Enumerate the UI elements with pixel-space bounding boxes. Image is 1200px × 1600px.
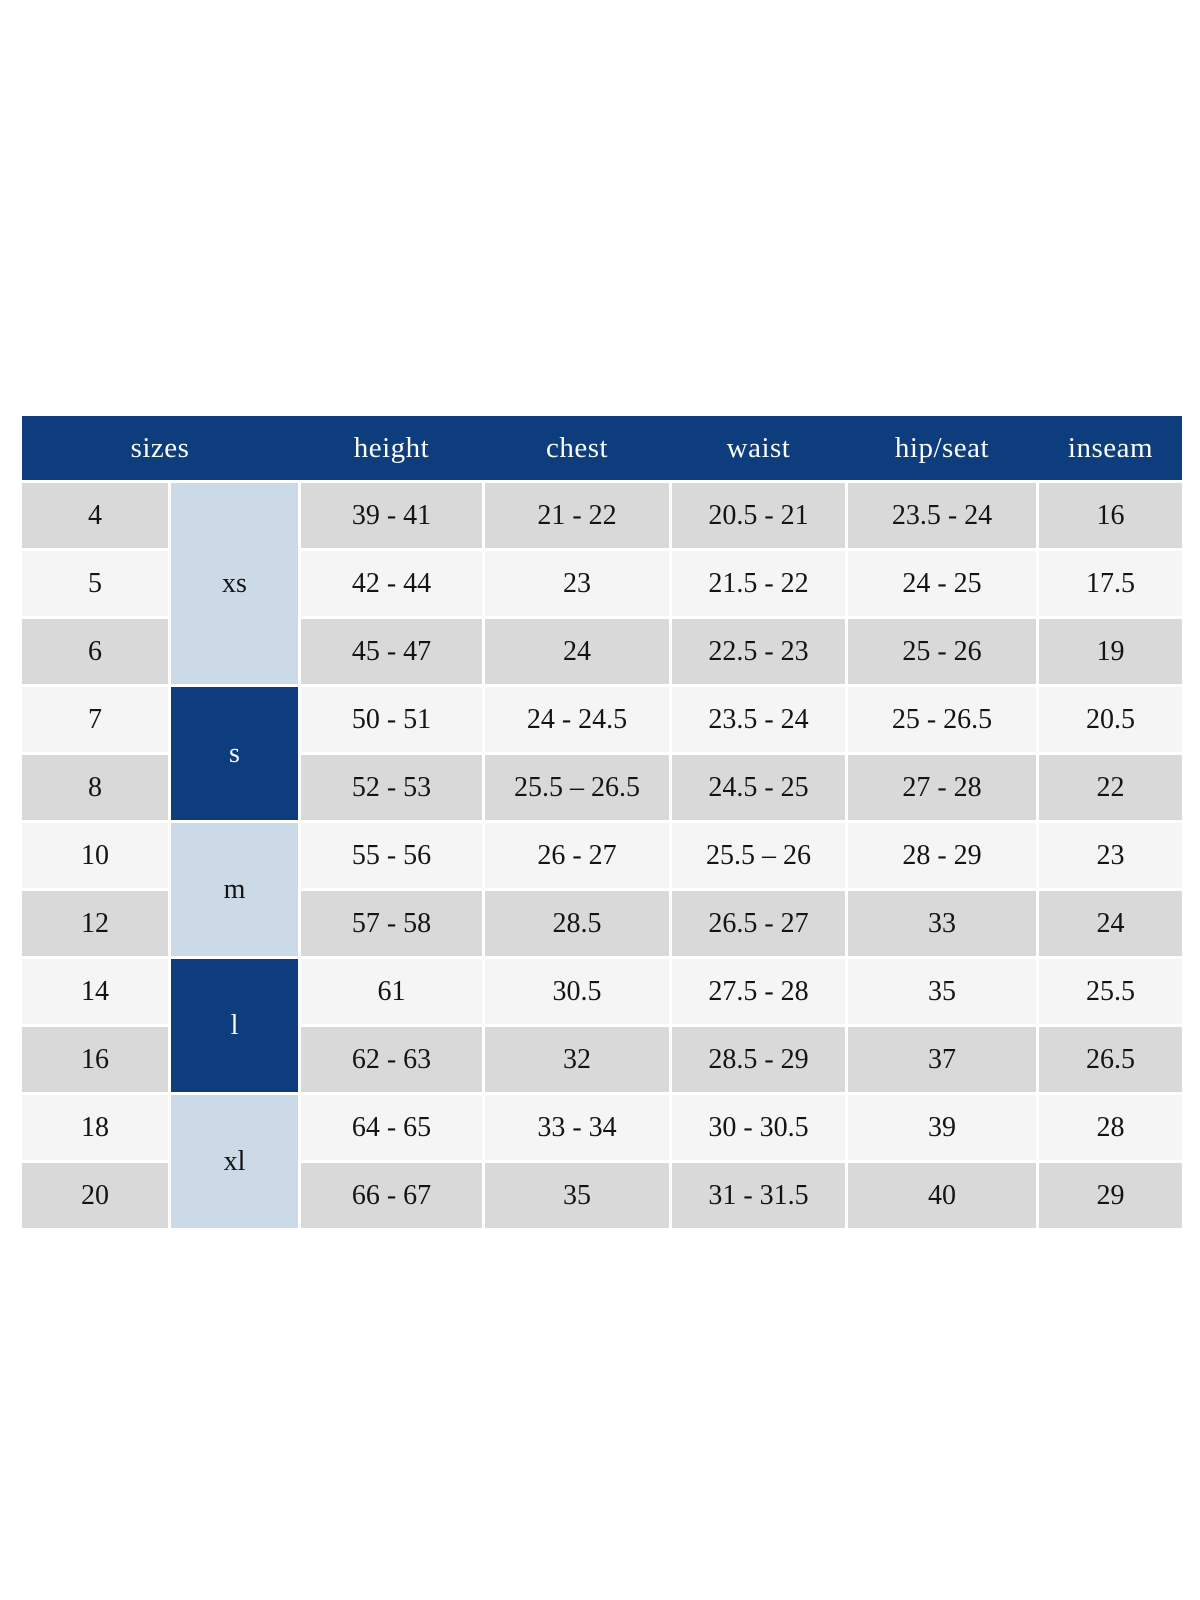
size-number-cell: 10 — [22, 823, 168, 888]
size-number-cell: 6 — [22, 619, 168, 684]
size-number-cell: 8 — [22, 755, 168, 820]
hip-seat-value-cell: 37 — [848, 1027, 1036, 1092]
hip-seat-value-cell: 40 — [848, 1163, 1036, 1228]
size-number-cell: 4 — [22, 483, 168, 548]
height-value-cell: 39 - 41 — [301, 483, 482, 548]
table-body: xs s m l xl 4 39 - 41 21 - 22 20.5 - 21 23.5 - 24… — [22, 483, 1182, 1228]
size-chart-table: sizes height chest waist hip/seat inseam xs s m… — [22, 416, 1182, 1228]
size-number-cell: 16 — [22, 1027, 168, 1092]
size-number-cell: 5 — [22, 551, 168, 616]
waist-value-cell: 22.5 - 23 — [672, 619, 845, 684]
column-header-hip-seat: hip/seat — [894, 431, 990, 464]
height-value-cell: 52 - 53 — [301, 755, 482, 820]
inseam-value-cell: 26.5 — [1039, 1027, 1182, 1092]
waist-value-cell: 31 - 31.5 — [672, 1163, 845, 1228]
waist-value-cell: 20.5 - 21 — [672, 483, 845, 548]
size-group-m: m — [171, 823, 298, 956]
hip-seat-value-cell: 27 - 28 — [848, 755, 1036, 820]
column-header-sizes: sizes — [130, 431, 190, 464]
table-header-row: sizes height chest waist hip/seat inseam — [22, 416, 1182, 480]
column-header-height: height — [353, 431, 430, 464]
waist-value-cell: 28.5 - 29 — [672, 1027, 845, 1092]
size-group-xs: xs — [171, 483, 298, 684]
chest-value-cell: 26 - 27 — [485, 823, 669, 888]
inseam-value-cell: 22 — [1039, 755, 1182, 820]
inseam-value-cell: 29 — [1039, 1163, 1182, 1228]
inseam-value-cell: 17.5 — [1039, 551, 1182, 616]
chest-value-cell: 32 — [485, 1027, 669, 1092]
size-number-cell: 7 — [22, 687, 168, 752]
column-header-waist: waist — [726, 431, 791, 464]
inseam-value-cell: 19 — [1039, 619, 1182, 684]
chest-value-cell: 21 - 22 — [485, 483, 669, 548]
hip-seat-value-cell: 33 — [848, 891, 1036, 956]
inseam-value-cell: 24 — [1039, 891, 1182, 956]
hip-seat-value-cell: 35 — [848, 959, 1036, 1024]
hip-seat-value-cell: 39 — [848, 1095, 1036, 1160]
chest-value-cell: 35 — [485, 1163, 669, 1228]
hip-seat-value-cell: 23.5 - 24 — [848, 483, 1036, 548]
size-number-cell: 14 — [22, 959, 168, 1024]
height-value-cell: 50 - 51 — [301, 687, 482, 752]
chest-value-cell: 24 — [485, 619, 669, 684]
chest-value-cell: 28.5 — [485, 891, 669, 956]
height-value-cell: 64 - 65 — [301, 1095, 482, 1160]
height-value-cell: 55 - 56 — [301, 823, 482, 888]
column-header-chest: chest — [545, 431, 609, 464]
column-header-inseam: inseam — [1067, 431, 1154, 464]
size-group-xl: xl — [171, 1095, 298, 1228]
chest-value-cell: 24 - 24.5 — [485, 687, 669, 752]
chest-value-cell: 33 - 34 — [485, 1095, 669, 1160]
hip-seat-value-cell: 28 - 29 — [848, 823, 1036, 888]
hip-seat-value-cell: 25 - 26.5 — [848, 687, 1036, 752]
height-value-cell: 66 - 67 — [301, 1163, 482, 1228]
chest-value-cell: 30.5 — [485, 959, 669, 1024]
inseam-value-cell: 20.5 — [1039, 687, 1182, 752]
height-value-cell: 62 - 63 — [301, 1027, 482, 1092]
size-group-s: s — [171, 687, 298, 820]
hip-seat-value-cell: 25 - 26 — [848, 619, 1036, 684]
chest-value-cell: 25.5 – 26.5 — [485, 755, 669, 820]
waist-value-cell: 24.5 - 25 — [672, 755, 845, 820]
waist-value-cell: 30 - 30.5 — [672, 1095, 845, 1160]
inseam-value-cell: 16 — [1039, 483, 1182, 548]
size-number-cell: 20 — [22, 1163, 168, 1228]
hip-seat-value-cell: 24 - 25 — [848, 551, 1036, 616]
waist-value-cell: 25.5 – 26 — [672, 823, 845, 888]
height-value-cell: 42 - 44 — [301, 551, 482, 616]
size-number-cell: 18 — [22, 1095, 168, 1160]
waist-value-cell: 23.5 - 24 — [672, 687, 845, 752]
size-group-l: l — [171, 959, 298, 1092]
chest-value-cell: 23 — [485, 551, 669, 616]
height-value-cell: 61 — [301, 959, 482, 1024]
size-number-cell: 12 — [22, 891, 168, 956]
inseam-value-cell: 28 — [1039, 1095, 1182, 1160]
waist-value-cell: 27.5 - 28 — [672, 959, 845, 1024]
waist-value-cell: 21.5 - 22 — [672, 551, 845, 616]
inseam-value-cell: 25.5 — [1039, 959, 1182, 1024]
height-value-cell: 57 - 58 — [301, 891, 482, 956]
waist-value-cell: 26.5 - 27 — [672, 891, 845, 956]
inseam-value-cell: 23 — [1039, 823, 1182, 888]
height-value-cell: 45 - 47 — [301, 619, 482, 684]
